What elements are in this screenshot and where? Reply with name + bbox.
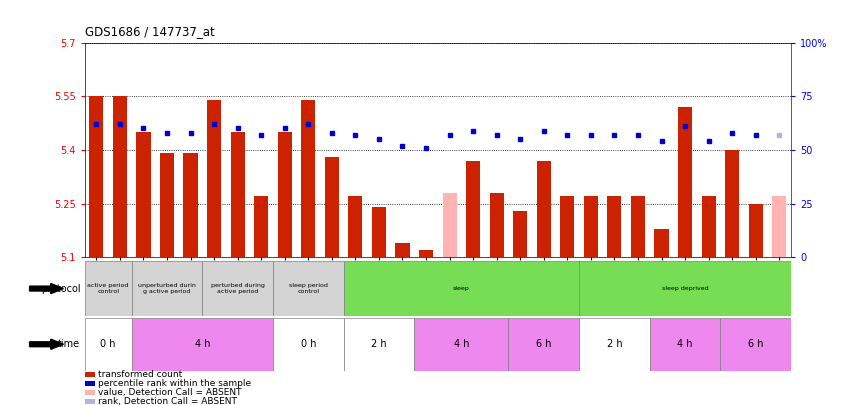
Bar [725, 150, 739, 257]
Bar [301, 100, 316, 257]
Bar [325, 157, 339, 257]
Bar [395, 243, 409, 257]
Text: 4 h: 4 h [453, 339, 469, 349]
Text: value, Detection Call = ABSENT: value, Detection Call = ABSENT [98, 388, 242, 397]
Bar [132, 261, 202, 316]
Text: perturbed during
active period: perturbed during active period [211, 283, 265, 294]
Bar [136, 132, 151, 257]
Bar [202, 261, 273, 316]
Bar [160, 153, 174, 257]
Bar [514, 211, 527, 257]
Bar [85, 318, 132, 371]
Text: 4 h: 4 h [195, 339, 210, 349]
Text: 6 h: 6 h [748, 339, 763, 349]
Text: rank, Detection Call = ABSENT: rank, Detection Call = ABSENT [98, 397, 237, 405]
Text: percentile rank within the sample: percentile rank within the sample [98, 379, 251, 388]
Bar [490, 193, 503, 257]
Bar [749, 203, 763, 257]
Bar [277, 132, 292, 257]
Bar [132, 318, 273, 371]
Text: 2 h: 2 h [371, 339, 387, 349]
Bar [631, 196, 645, 257]
Bar [678, 107, 692, 257]
Bar [584, 196, 598, 257]
Bar [772, 196, 786, 257]
Text: 4 h: 4 h [678, 339, 693, 349]
Bar [273, 261, 343, 316]
Bar [607, 196, 622, 257]
Bar [560, 196, 574, 257]
Text: transformed count: transformed count [98, 370, 183, 379]
Text: unperturbed durin
g active period: unperturbed durin g active period [138, 283, 196, 294]
Bar [419, 250, 433, 257]
Text: sleep period
control: sleep period control [288, 283, 327, 294]
Text: sleep deprived: sleep deprived [662, 286, 708, 291]
Text: 0 h: 0 h [300, 339, 316, 349]
Bar [415, 318, 508, 371]
Bar [701, 196, 716, 257]
Bar [372, 207, 386, 257]
Bar [466, 160, 481, 257]
Bar [254, 196, 268, 257]
Text: sleep: sleep [453, 286, 470, 291]
Bar [579, 261, 791, 316]
Text: 2 h: 2 h [607, 339, 622, 349]
Bar [442, 193, 457, 257]
Bar [85, 261, 132, 316]
Text: 0 h: 0 h [101, 339, 116, 349]
Bar [207, 100, 221, 257]
Bar [231, 132, 244, 257]
Bar [90, 96, 103, 257]
Bar [655, 228, 668, 257]
Text: 6 h: 6 h [536, 339, 552, 349]
Bar [113, 96, 127, 257]
Text: protocol: protocol [41, 284, 80, 294]
Text: time: time [58, 339, 80, 349]
Bar [650, 318, 721, 371]
Bar [721, 318, 791, 371]
Text: GDS1686 / 147737_at: GDS1686 / 147737_at [85, 26, 214, 38]
Bar [343, 318, 415, 371]
Bar [536, 160, 551, 257]
Bar [579, 318, 650, 371]
Bar [273, 318, 343, 371]
Bar [508, 318, 579, 371]
Bar [349, 196, 362, 257]
Text: active period
control: active period control [87, 283, 129, 294]
Bar [184, 153, 198, 257]
Bar [343, 261, 579, 316]
